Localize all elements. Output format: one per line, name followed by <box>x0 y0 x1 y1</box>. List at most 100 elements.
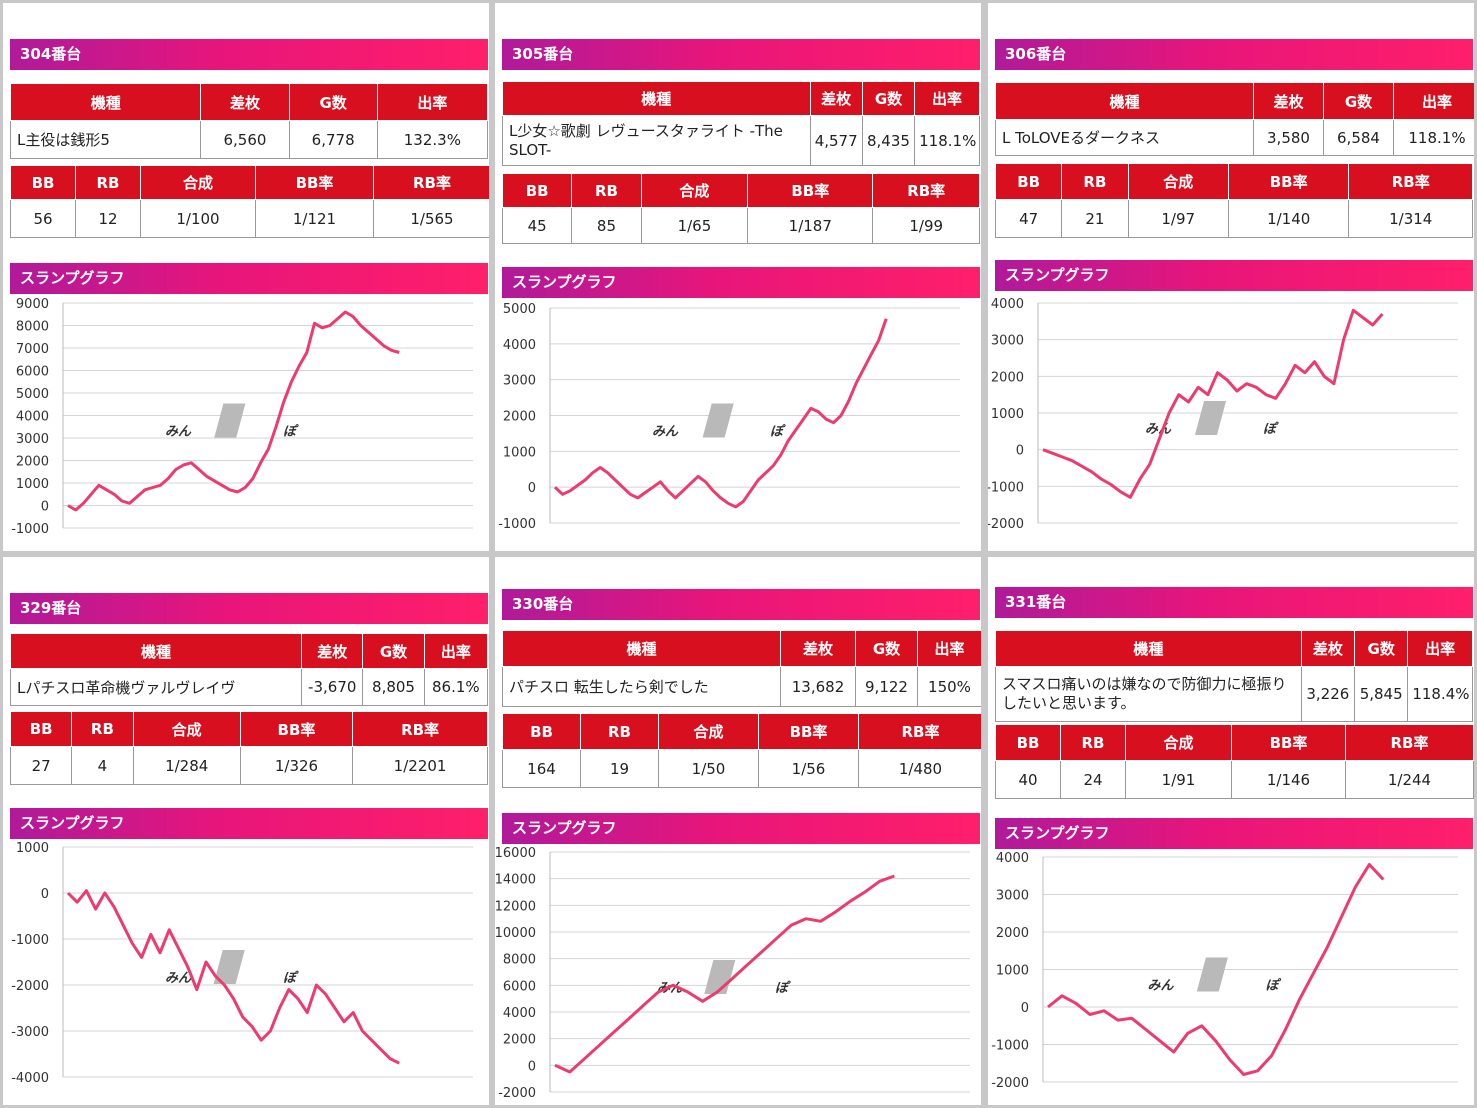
column-header: G数 <box>1323 82 1394 120</box>
column-header: RB <box>571 173 642 208</box>
column-header: 機種 <box>9 633 303 669</box>
column-header: RB <box>580 713 659 750</box>
column-header: RB率 <box>373 165 489 200</box>
y-tick-label: 1000 <box>16 841 49 856</box>
column-header: 機種 <box>502 630 781 667</box>
unit-title: 329番台 <box>10 593 488 624</box>
rb-value: 19 <box>580 749 659 788</box>
column-header: BB <box>10 165 76 200</box>
slump-graph: 16000 14000 12000 10000 8000 6000 4000 2000 0 -20… <box>495 846 970 1101</box>
column-header: 出率 <box>917 630 981 667</box>
combined-value: 1/284 <box>132 746 241 785</box>
bb-value: 27 <box>9 746 73 785</box>
rb-value: 4 <box>71 746 134 785</box>
machine-table: 機種 差枚 G数 出率 Lパチスロ革命機ヴァルヴレイヴ -3,670 8,805 86.1% <box>9 633 489 706</box>
y-tick-label: 3000 <box>991 334 1024 349</box>
column-header: 差枚 <box>1253 82 1324 120</box>
machine-name: L少女☆歌劇 レヴュースタァライト -The SLOT- <box>502 115 811 166</box>
column-header: RB <box>1060 724 1126 761</box>
stats-row: 164 19 1/50 1/56 1/480 <box>502 749 981 788</box>
graph-title: スランプグラフ <box>995 260 1473 291</box>
column-header: 差枚 <box>1300 630 1356 667</box>
combined-value: 1/50 <box>658 749 759 788</box>
watermark-logo: みん <box>1148 979 1175 994</box>
watermark-logo-2: ぽ <box>775 980 791 996</box>
stats-table: BB RB 合成 BB率 RB率 40 24 1/91 1/146 1/244 <box>995 724 1474 799</box>
y-tick-label: 2000 <box>996 926 1029 941</box>
rb-rate-value: 1/314 <box>1348 199 1473 238</box>
column-header: BB率 <box>747 173 874 208</box>
slump-line <box>1047 863 1385 1076</box>
stats-table: BB RB 合成 BB率 RB率 27 4 1/284 1/326 1/2201 <box>9 711 488 785</box>
machine-name: スマスロ痛いのは嫌なので防御力に極振りしたいと思います。 <box>995 666 1302 722</box>
y-tick-label: 4000 <box>991 297 1024 312</box>
y-tick-label: -1000 <box>11 933 49 948</box>
y-tick-label: -1000 <box>991 1039 1029 1054</box>
stats-table: BB RB 合成 BB率 RB率 56 12 1/100 1/121 1/565 <box>10 165 489 238</box>
bb-value: 56 <box>10 199 76 238</box>
stats-row: 40 24 1/91 1/146 1/244 <box>995 760 1474 799</box>
rb-value: 85 <box>571 207 642 244</box>
y-tick-label: -2000 <box>988 517 1024 532</box>
machine-row: L主役は銭形5 6,560 6,778 132.3% <box>9 120 489 159</box>
machine-name: L主役は銭形5 <box>9 120 202 159</box>
column-header: BB <box>9 711 73 747</box>
y-tick-label: -1000 <box>11 522 49 537</box>
combined-value: 1/65 <box>640 207 749 244</box>
column-header: 出率 <box>1393 82 1474 120</box>
stats-row: 56 12 1/100 1/121 1/565 <box>10 199 489 238</box>
column-header: BB率 <box>239 711 354 747</box>
games-value: 9,122 <box>855 666 918 707</box>
y-tick-label: 5000 <box>503 302 536 317</box>
watermark-logo-2: ぽ <box>1263 421 1279 437</box>
column-header: RB率 <box>1348 163 1473 200</box>
watermark-logo: みん <box>165 971 192 986</box>
watermark-logo: みん <box>1145 422 1172 437</box>
y-tick-label: 16000 <box>495 846 536 861</box>
column-header: 合成 <box>132 711 241 747</box>
column-header: 合成 <box>140 165 256 200</box>
machine-name: L ToLOVEるダークネス <box>995 119 1254 156</box>
rb-value: 21 <box>1061 199 1129 238</box>
unit-panel: 304番台 機種 差枚 G数 出率 L主役は銭形5 6,560 6,778 132.3% BB RB… <box>3 3 489 551</box>
slump-line <box>66 889 400 1065</box>
machine-table: 機種 差枚 G数 出率 L少女☆歌劇 レヴュースタァライト -The SLOT- 4,57… <box>502 81 980 166</box>
combined-value: 1/91 <box>1125 760 1232 799</box>
column-header: G数 <box>288 83 378 121</box>
machine-table: 機種 差枚 G数 出率 スマスロ痛いのは嫌なので防御力に極振りしたいと思います。 3,22… <box>995 630 1473 722</box>
column-header: RB <box>1061 163 1129 200</box>
y-tick-label: 9000 <box>16 297 49 312</box>
y-tick-label: 2000 <box>16 455 49 470</box>
y-tick-label: -4000 <box>11 1071 49 1086</box>
games-value: 6,584 <box>1323 119 1394 156</box>
games-value: 8,435 <box>861 115 916 166</box>
column-header: 出率 <box>376 83 489 121</box>
machine-header-row: 機種 差枚 G数 出率 <box>502 81 980 116</box>
y-tick-label: 2000 <box>991 370 1024 385</box>
watermark-shape <box>704 960 736 994</box>
y-tick-label: -1000 <box>988 480 1024 495</box>
column-header: RB率 <box>858 713 981 750</box>
machine-name: パチスロ 転生したら剣でした <box>502 666 781 707</box>
machine-table: 機種 差枚 G数 出率 パチスロ 転生したら剣でした 13,682 9,122 150% <box>502 630 981 707</box>
watermark-shape <box>702 403 734 438</box>
bb-value: 47 <box>994 199 1063 238</box>
graph-title: スランプグラフ <box>995 818 1473 849</box>
y-tick-label: 8000 <box>16 320 49 335</box>
y-tick-label: 0 <box>1016 444 1024 459</box>
rate-value: 132.3% <box>376 120 489 159</box>
column-header: RB率 <box>1345 724 1474 761</box>
watermark-shape <box>1194 401 1227 435</box>
machine-row: Lパチスロ革命機ヴァルヴレイヴ -3,670 8,805 86.1% <box>9 668 489 706</box>
combined-value: 1/100 <box>140 199 256 238</box>
unit-panel: 305番台 機種 差枚 G数 出率 L少女☆歌劇 レヴュースタァライト -The SLOT… <box>495 3 981 551</box>
column-header: 差枚 <box>809 81 863 116</box>
diff-value: 13,682 <box>780 666 856 707</box>
games-value: 8,805 <box>362 668 425 706</box>
rb-rate-value: 1/565 <box>373 199 489 238</box>
bb-rate-value: 1/146 <box>1231 760 1346 799</box>
y-tick-label: 5000 <box>16 387 49 402</box>
column-header: G数 <box>855 630 918 667</box>
unit-title: 306番台 <box>995 39 1473 70</box>
column-header: BB率 <box>1227 163 1350 200</box>
